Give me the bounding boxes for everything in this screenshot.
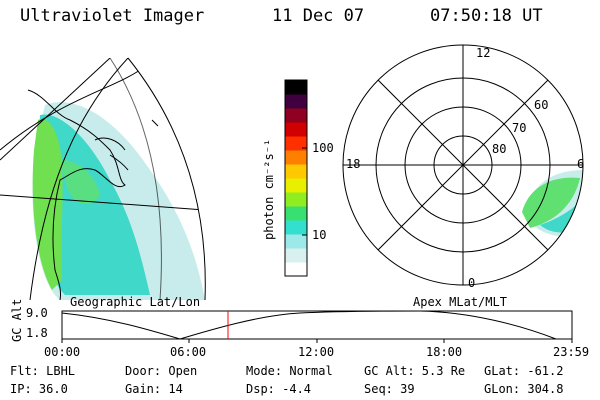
time-label: 07:50:18 UT	[430, 6, 543, 26]
colorbar-cell	[285, 150, 307, 165]
aurora-emission-bright	[32, 119, 63, 290]
colorbar-frame	[284, 79, 308, 277]
timeline-xtick-label-0000: 00:00	[44, 345, 81, 359]
colorbar-cell	[285, 178, 307, 193]
timeline-xtick-label-2359: 23:59	[553, 345, 590, 359]
timeline-frame	[61, 310, 573, 340]
timeline-ylabel: GC Alt	[10, 298, 24, 342]
status-dsp: Dsp: -4.4	[246, 382, 312, 396]
mlat-label-60: 60	[534, 98, 549, 112]
timeline-xtick-label-0600: 06:00	[170, 345, 207, 359]
colorbar-cell	[285, 220, 307, 235]
instrument-title: Ultraviolet Imager	[20, 6, 205, 26]
timeline-xtick-label-1800: 18:00	[426, 345, 463, 359]
colorbar-cell	[285, 108, 307, 123]
colorbar-cell	[285, 262, 307, 277]
coastline-greenland	[184, 73, 206, 116]
left-map-limb	[127, 57, 206, 301]
left-map-inner-limb	[109, 57, 162, 301]
status-glon: GLon: 304.8	[484, 382, 564, 396]
mlt-label-12: 12	[476, 46, 491, 60]
colorbar-tick-label-10: 10	[312, 228, 327, 242]
status-glat: GLat: -61.2	[484, 364, 564, 378]
timeline-xtick-label-1200: 12:00	[298, 345, 335, 359]
colorbar-cells	[285, 80, 307, 277]
coastline-islands	[94, 119, 187, 171]
status-mode: Mode: Normal	[246, 364, 333, 378]
polar-axis-diag2	[377, 79, 549, 251]
coastline-north-america	[27, 89, 126, 300]
colorbar-tick-label-100: 100	[312, 141, 334, 155]
mlt-label-6: 6	[577, 157, 585, 171]
orbit-altitude-curve	[61, 310, 557, 340]
timeline-ytick-bottom: 1.8	[26, 326, 48, 340]
lon-line-2	[0, 58, 111, 161]
lat-line-2	[0, 69, 141, 151]
date-label: 11 Dec 07	[272, 6, 365, 26]
lat-line-1	[0, 194, 206, 211]
geographic-map	[0, 58, 206, 300]
colorbar-cell	[285, 164, 307, 179]
mlt-label-18: 18	[346, 157, 361, 171]
colorbar-unit-label: photon cm⁻²s⁻¹	[262, 138, 276, 240]
status-gain: Gain: 14	[125, 382, 183, 396]
gc-alt-timeline	[61, 310, 573, 343]
lon-line-1	[29, 58, 129, 300]
colorbar-cell	[285, 248, 307, 263]
geographic-map-label: Geographic Lat/Lon	[70, 295, 201, 309]
colorbar-cell	[285, 122, 307, 137]
status-filter: Flt: LBHL	[10, 364, 76, 378]
colorbar-cell	[285, 80, 307, 95]
aurora-emission-green	[60, 160, 100, 205]
colorbar-cell	[285, 136, 307, 151]
colorbar-cell	[285, 192, 307, 207]
colorbar-cell	[285, 206, 307, 221]
polar-plot	[342, 44, 584, 286]
mlt-label-0: 0	[468, 276, 476, 290]
status-door: Door: Open	[125, 364, 198, 378]
timeline-ytick-top: 9.0	[26, 306, 48, 320]
colorbar-cell	[285, 234, 307, 249]
colorbar-cell	[285, 94, 307, 109]
apex-map-label: Apex MLat/MLT	[413, 295, 507, 309]
status-ip: IP: 36.0	[10, 382, 68, 396]
mlat-label-70: 70	[512, 121, 527, 135]
status-seq: Seq: 39	[364, 382, 415, 396]
mlat-label-80: 80	[492, 142, 507, 156]
colorbar	[284, 79, 308, 277]
status-gc-alt: GC Alt: 5.3 Re	[364, 364, 466, 378]
polar-aurora-core	[522, 177, 580, 228]
